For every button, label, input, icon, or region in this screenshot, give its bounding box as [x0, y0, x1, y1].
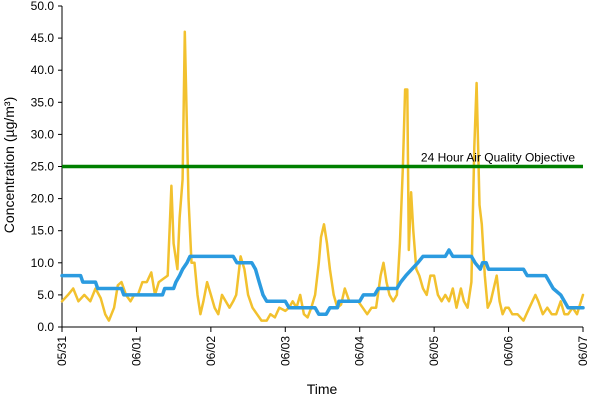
x-tick-label: 06/07 — [576, 336, 590, 366]
series-line-2 — [60, 248, 585, 316]
x-axis-title: Time — [307, 381, 338, 397]
y-tick-label: 25.0 — [31, 160, 55, 174]
x-tick-label: 06/05 — [427, 336, 441, 366]
objective-annotation: 24 Hour Air Quality Objective — [421, 151, 575, 165]
x-tick-label: 06/03 — [278, 336, 292, 366]
x-tick-label: 06/04 — [353, 336, 367, 366]
y-tick-label: 5.0 — [37, 288, 54, 302]
y-tick-label: 35.0 — [31, 95, 55, 109]
plot-layer: 0.0 5.0 10.0 15.0 20.0 25.0 30.0 35.0 40.0 45.0 50… — [31, 0, 590, 366]
y-tick-label: 20.0 — [31, 192, 55, 206]
y-tick-label: 0.0 — [37, 320, 54, 334]
y-tick-label: 15.0 — [31, 224, 55, 238]
y-tick-label: 50.0 — [31, 0, 55, 13]
y-tick-label: 30.0 — [31, 127, 55, 141]
x-tick-label: 05/31 — [55, 336, 69, 366]
y-tick-label: 40.0 — [31, 63, 55, 77]
y-tick-label: 10.0 — [31, 256, 55, 270]
x-tick-label: 06/06 — [502, 336, 516, 366]
y-tick-label: 45.0 — [31, 31, 55, 45]
x-tick-label: 06/02 — [204, 336, 218, 366]
y-axis-title: Concentration (µg/m³) — [1, 97, 17, 233]
series-line-1 — [60, 30, 585, 322]
x-tick-label: 06/01 — [129, 336, 143, 366]
